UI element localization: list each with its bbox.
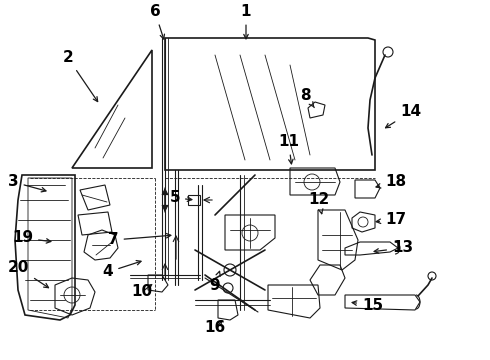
Text: 3: 3 (8, 175, 46, 192)
Text: 16: 16 (204, 320, 225, 336)
Text: 18: 18 (376, 175, 406, 189)
Text: 13: 13 (374, 240, 413, 256)
Text: 19: 19 (12, 230, 51, 246)
Text: 12: 12 (308, 193, 329, 214)
Text: 5: 5 (170, 190, 192, 206)
Text: 1: 1 (241, 4, 251, 39)
Text: 17: 17 (376, 212, 406, 228)
Text: 9: 9 (210, 271, 220, 292)
Text: 6: 6 (149, 4, 165, 39)
Text: 15: 15 (352, 297, 383, 312)
Text: 10: 10 (131, 284, 152, 300)
Text: 11: 11 (278, 135, 299, 164)
Text: 20: 20 (8, 261, 49, 288)
Text: 8: 8 (300, 87, 314, 108)
Text: 14: 14 (386, 104, 421, 128)
Text: 2: 2 (63, 50, 98, 102)
Text: 7: 7 (108, 233, 171, 248)
Text: 4: 4 (103, 261, 141, 279)
